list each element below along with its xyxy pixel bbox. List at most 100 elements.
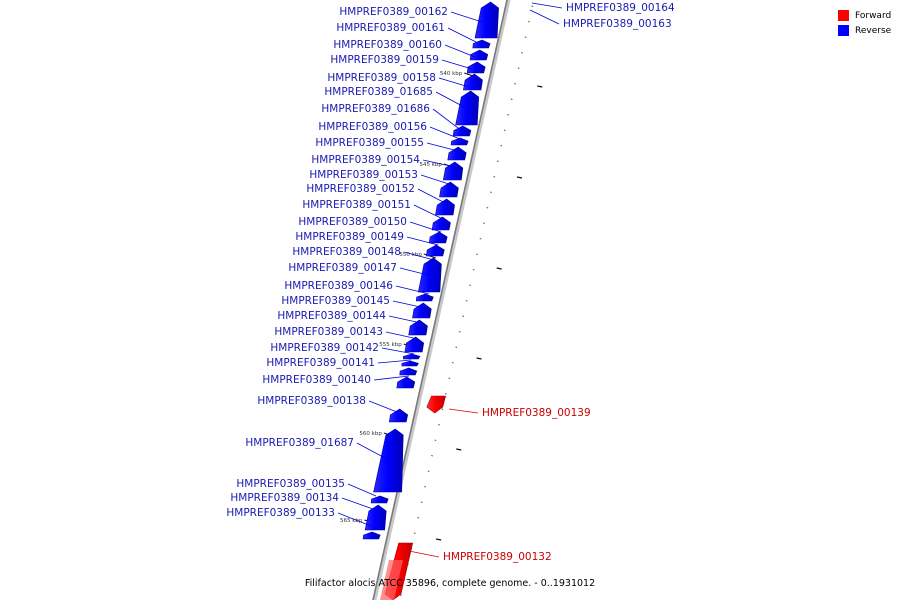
gene-label-hmpref0389-00141[interactable]: HMPREF0389_00141	[266, 357, 375, 369]
gene-arrow-hmpref0389-01687	[373, 428, 404, 493]
gene-label-hmpref0389-00146[interactable]: HMPREF0389_00146	[284, 280, 393, 292]
gene-arrow-hmpref0389-00139	[426, 395, 446, 414]
minor-tick	[493, 176, 496, 178]
gene-arrow-hmpref0389-00145	[408, 319, 428, 336]
minor-tick	[528, 21, 530, 23]
gene-arrow-hmpref0389-00161	[472, 39, 491, 49]
gene-arrow-hmpref0389-00146	[412, 302, 432, 319]
minor-tick	[458, 331, 461, 333]
label-connector	[529, 9, 560, 25]
gene-arrow-hmpref0389-00147	[415, 293, 434, 302]
gene-label-hmpref0389-00154[interactable]: HMPREF0389_00154	[311, 154, 420, 166]
gene-label-hmpref0389-00132[interactable]: HMPREF0389_00132	[443, 551, 552, 563]
label-connector	[409, 221, 442, 233]
gene-arrow-hmpref0389-00144	[404, 336, 425, 353]
gene-label-hmpref0389-00134[interactable]: HMPREF0389_00134	[230, 492, 339, 504]
forward-swatch	[838, 10, 849, 21]
major-tick	[476, 357, 482, 360]
gene-label-hmpref0389-00156[interactable]: HMPREF0389_00156	[318, 121, 427, 133]
major-tick	[456, 448, 462, 451]
label-connector	[448, 408, 479, 414]
label-connector	[381, 347, 415, 355]
gene-arrow-hmpref0389-00138	[388, 408, 409, 423]
label-connector	[406, 236, 439, 246]
gene-arrow-hmpref0389-00143	[402, 353, 421, 360]
label-connector	[435, 91, 467, 109]
gene-label-hmpref0389-00160[interactable]: HMPREF0389_00160	[333, 39, 442, 51]
label-connector	[392, 300, 426, 309]
label-connector	[426, 142, 459, 152]
gene-label-hmpref0389-00143[interactable]: HMPREF0389_00143	[274, 326, 383, 338]
label-connector	[531, 2, 563, 9]
gene-label-hmpref0389-00148[interactable]: HMPREF0389_00148	[292, 246, 401, 258]
gene-label-hmpref0389-00140[interactable]: HMPREF0389_00140	[262, 374, 371, 386]
minor-tick	[427, 470, 430, 472]
gene-label-hmpref0389-00162[interactable]: HMPREF0389_00162	[339, 6, 448, 18]
gene-label-hmpref0389-00144[interactable]: HMPREF0389_00144	[277, 310, 386, 322]
minor-tick	[417, 517, 420, 519]
minor-tick	[486, 207, 489, 209]
gene-arrow-hmpref0389-00160	[469, 49, 489, 61]
gene-label-hmpref0389-00152[interactable]: HMPREF0389_00152	[306, 183, 415, 195]
gene-label-hmpref0389-01687[interactable]: HMPREF0389_01687	[245, 437, 354, 449]
gene-arrow-hmpref0389-00155	[447, 146, 467, 161]
gene-label-hmpref0389-00155[interactable]: HMPREF0389_00155	[315, 137, 424, 149]
label-connector	[368, 400, 398, 413]
major-tick	[435, 538, 442, 541]
gene-arrow-hmpref0389-01685	[455, 90, 480, 126]
gene-label-hmpref0389-00164[interactable]: HMPREF0389_00164	[566, 2, 675, 14]
kbp-tick-label: 550 kbp	[399, 252, 422, 258]
label-connector	[395, 285, 430, 295]
major-tick	[496, 267, 502, 270]
major-tick	[537, 85, 543, 88]
minor-tick	[500, 145, 503, 147]
minor-tick	[503, 129, 506, 131]
gene-label-hmpref0389-01686[interactable]: HMPREF0389_01686	[321, 103, 430, 115]
gene-label-hmpref0389-00161[interactable]: HMPREF0389_00161	[336, 22, 445, 34]
kbp-tick-label: 545 kbp	[420, 162, 443, 168]
gene-label-hmpref0389-00142[interactable]: HMPREF0389_00142	[270, 342, 379, 354]
minor-tick	[451, 362, 454, 364]
minor-tick	[514, 83, 517, 85]
minor-tick	[472, 269, 475, 271]
gene-label-hmpref0389-00139[interactable]: HMPREF0389_00139	[482, 407, 591, 419]
genome-caption: Filifactor alocis ATCC 35896, complete g…	[304, 578, 596, 589]
minor-tick	[420, 501, 423, 503]
minor-tick	[521, 52, 523, 54]
gene-label-hmpref0389-00150[interactable]: HMPREF0389_00150	[298, 216, 407, 228]
minor-tick	[489, 191, 492, 193]
minor-tick	[438, 424, 440, 426]
minor-tick	[483, 222, 485, 224]
gene-label-hmpref0389-01685[interactable]: HMPREF0389_01685	[324, 86, 433, 98]
gene-labels: HMPREF0389_00164 HMPREF0389_00163 HMPREF03…	[226, 2, 675, 563]
gene-label-hmpref0389-00159[interactable]: HMPREF0389_00159	[330, 54, 439, 66]
gene-arrow-continuation	[380, 560, 403, 600]
gene-arrow-hmpref0389-00154	[442, 161, 464, 181]
minor-tick	[476, 253, 478, 255]
label-connector	[413, 204, 446, 221]
gene-label-hmpref0389-00145[interactable]: HMPREF0389_00145	[281, 295, 390, 307]
label-connector	[444, 44, 476, 58]
minor-tick	[441, 408, 444, 410]
minor-tick	[444, 393, 447, 395]
gene-label-hmpref0389-00163[interactable]: HMPREF0389_00163	[563, 18, 672, 30]
gene-label-hmpref0389-00133[interactable]: HMPREF0389_00133	[226, 507, 335, 519]
gene-label-hmpref0389-00149[interactable]: HMPREF0389_00149	[295, 231, 404, 243]
gene-arrow-hmpref0389-00152	[435, 198, 455, 216]
label-connector	[403, 251, 435, 261]
gene-label-hmpref0389-00151[interactable]: HMPREF0389_00151	[302, 199, 411, 211]
gene-arrow-hmpref0389-00158	[463, 73, 483, 91]
label-connector	[438, 77, 470, 88]
gene-label-hmpref0389-00147[interactable]: HMPREF0389_00147	[288, 262, 397, 274]
gene-arrow-hmpref0389-00156	[450, 137, 469, 146]
minor-tick	[431, 455, 433, 457]
gene-arrow-hmpref0389-00148	[417, 257, 442, 293]
gene-label-hmpref0389-00135[interactable]: HMPREF0389_00135	[236, 478, 345, 490]
legend-reverse-label: Reverse	[855, 25, 892, 36]
gene-label-hmpref0389-00138[interactable]: HMPREF0389_00138	[257, 395, 366, 407]
label-connector	[337, 512, 372, 527]
gene-label-hmpref0389-00158[interactable]: HMPREF0389_00158	[327, 72, 436, 84]
gene-label-hmpref0389-00153[interactable]: HMPREF0389_00153	[309, 169, 418, 181]
label-connector	[385, 331, 419, 340]
